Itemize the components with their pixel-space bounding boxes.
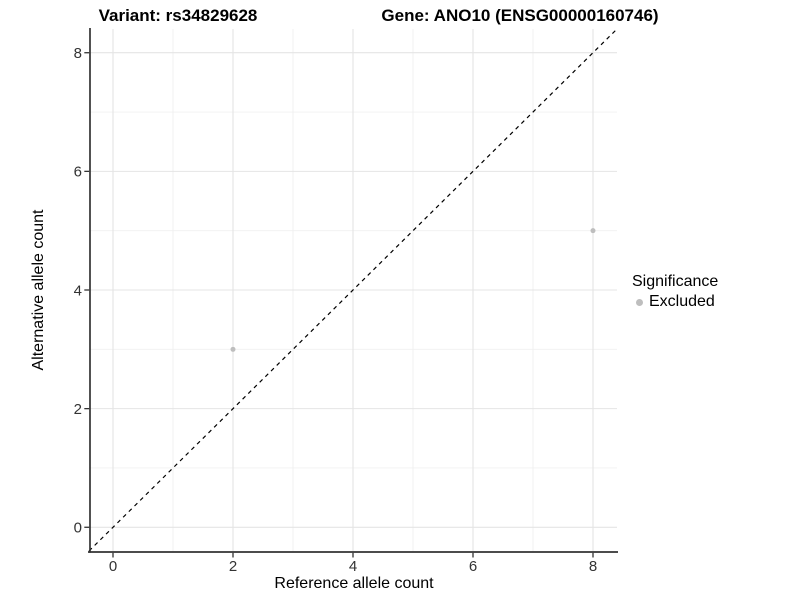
legend-item-label: Excluded [649,293,715,310]
plot-title-gene: Gene: ANO10 (ENSG00000160746) [381,6,659,25]
legend-title: Significance [632,273,719,290]
svg-text:6: 6 [469,558,477,575]
svg-text:2: 2 [74,401,82,418]
svg-text:2: 2 [229,558,237,575]
svg-text:4: 4 [349,558,357,575]
plot-title-variant: Variant: rs34829628 [98,6,258,25]
svg-text:0: 0 [109,558,117,575]
svg-text:4: 4 [74,282,82,299]
legend: Significance Excluded [632,272,718,311]
y-axis-title: Alternative allele count [30,209,47,371]
svg-text:8: 8 [589,558,597,575]
x-axis-title: Reference allele count [274,575,434,592]
svg-text:0: 0 [74,520,82,537]
legend-item-excluded: Excluded [632,293,718,311]
svg-text:8: 8 [74,45,82,62]
excluded-point-icon [636,298,643,306]
svg-text:6: 6 [74,164,82,181]
